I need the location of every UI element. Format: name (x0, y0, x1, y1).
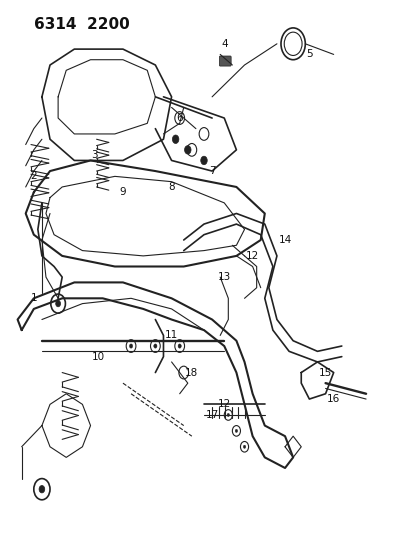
Circle shape (173, 135, 179, 143)
Circle shape (39, 486, 45, 493)
FancyBboxPatch shape (220, 56, 231, 66)
Circle shape (129, 344, 133, 348)
Text: 4: 4 (221, 39, 228, 49)
Text: 18: 18 (185, 368, 198, 377)
Text: 9: 9 (120, 187, 126, 197)
Text: 15: 15 (319, 368, 332, 377)
Text: 13: 13 (217, 272, 231, 282)
Text: 1: 1 (31, 293, 37, 303)
Circle shape (201, 156, 207, 165)
Text: 10: 10 (92, 352, 105, 361)
Text: 5: 5 (306, 50, 313, 59)
Text: 17: 17 (206, 410, 219, 420)
Text: 6314  2200: 6314 2200 (34, 17, 130, 33)
Circle shape (178, 344, 181, 348)
Circle shape (227, 414, 230, 417)
Text: 14: 14 (278, 235, 292, 245)
Text: 11: 11 (165, 330, 178, 341)
Text: 12: 12 (246, 251, 259, 261)
Text: 16: 16 (327, 394, 340, 404)
Text: 7: 7 (209, 166, 215, 176)
Text: 2: 2 (31, 172, 37, 181)
Circle shape (235, 429, 237, 432)
Text: 3: 3 (91, 150, 98, 160)
Text: 6: 6 (176, 113, 183, 123)
Circle shape (243, 445, 246, 448)
Circle shape (154, 344, 157, 348)
Circle shape (55, 301, 60, 307)
Circle shape (184, 146, 191, 154)
Text: 8: 8 (168, 182, 175, 192)
Text: 12: 12 (217, 399, 231, 409)
